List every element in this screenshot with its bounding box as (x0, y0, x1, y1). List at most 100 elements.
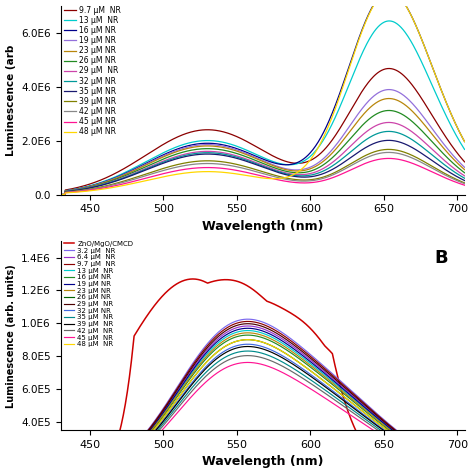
13 μM  NR (363, 406, 368, 412)
Line: 32 μM NR: 32 μM NR (61, 344, 465, 474)
35 μM  NR (129, 453, 135, 458)
13 μM  NR (129, 448, 135, 454)
32 μM NR (245, 341, 250, 347)
23 μM NR (245, 330, 250, 336)
32 μM NR (129, 451, 135, 457)
26 μM NR (328, 383, 334, 389)
Line: 13 μM  NR: 13 μM NR (61, 330, 465, 474)
ZnO/MgO/CMCD (328, 349, 334, 355)
6.4 μM  NR (363, 404, 368, 410)
39 μM NR (58, 191, 64, 197)
39 μM  NR (129, 452, 135, 457)
48 μM NR (328, 118, 333, 124)
23 μM NR (328, 379, 334, 384)
39 μM NR (296, 177, 301, 182)
45 μM NR (362, 161, 368, 166)
23 μM NR (462, 470, 467, 474)
32 μM NR (328, 164, 333, 170)
Line: 23 μM NR: 23 μM NR (61, 333, 465, 474)
19 μM NR (240, 326, 246, 331)
16 μM NR (129, 449, 135, 455)
39 μM  NR (363, 414, 368, 420)
Line: 39 μM NR: 39 μM NR (61, 149, 465, 194)
39 μM  NR (240, 344, 246, 349)
16 μM NR (328, 381, 334, 386)
42 μM  NR (245, 353, 250, 358)
Line: ZnO/MgO/CMCD: ZnO/MgO/CMCD (61, 279, 465, 474)
3.2 μM  NR (240, 317, 246, 322)
Line: 26 μM NR: 26 μM NR (61, 110, 465, 194)
45 μM NR (385, 155, 391, 161)
13 μM  NR (386, 18, 392, 24)
23 μM NR (296, 168, 301, 174)
19 μM NR (296, 167, 301, 173)
6.4 μM  NR (245, 323, 250, 329)
23 μM NR (363, 407, 368, 413)
3.2 μM  NR (363, 401, 368, 406)
Line: 13 μM  NR: 13 μM NR (61, 21, 465, 194)
45 μM NR (58, 191, 64, 197)
Legend: ZnO/MgO/CMCD, 3.2 μM  NR, 6.4 μM  NR, 9.7 μM  NR, 13 μM  NR, 16 μM NR, 19 μM NR,: ZnO/MgO/CMCD, 3.2 μM NR, 6.4 μM NR, 9.7 … (64, 241, 133, 347)
26 μM NR (162, 156, 167, 162)
Line: 42 μM  NR: 42 μM NR (61, 356, 465, 474)
13 μM  NR (462, 469, 467, 474)
ZnO/MgO/CMCD (296, 316, 302, 322)
48 μM  NR (328, 383, 334, 389)
16 μM NR (240, 148, 246, 154)
19 μM NR (162, 408, 167, 414)
35 μM NR (240, 157, 246, 163)
Line: 48 μM  NR: 48 μM NR (61, 340, 465, 474)
35 μM NR (162, 160, 167, 165)
26 μM NR (129, 170, 135, 176)
19 μM NR (245, 326, 250, 331)
ZnO/MgO/CMCD (162, 291, 167, 297)
29 μM  NR (328, 373, 334, 378)
Line: 35 μM  NR: 35 μM NR (61, 351, 465, 474)
39 μM  NR (328, 388, 334, 394)
13 μM  NR (328, 377, 334, 383)
3.2 μM  NR (328, 370, 334, 375)
29 μM  NR (245, 321, 250, 327)
13 μM  NR (245, 328, 250, 333)
13 μM  NR (296, 161, 301, 166)
23 μM NR (240, 330, 246, 336)
32 μM NR (462, 175, 467, 181)
32 μM NR (58, 191, 64, 197)
39 μM  NR (245, 344, 250, 349)
ZnO/MgO/CMCD (241, 281, 247, 287)
9.7 μM  NR (462, 159, 467, 164)
19 μM NR (462, 469, 467, 474)
13 μM  NR (462, 146, 467, 152)
29 μM  NR (296, 346, 302, 352)
Line: 16 μM NR: 16 μM NR (61, 335, 465, 474)
23 μM NR (296, 354, 302, 360)
42 μM NR (328, 173, 333, 179)
Line: 32 μM NR: 32 μM NR (61, 131, 465, 194)
32 μM NR (129, 172, 135, 178)
19 μM NR (462, 164, 467, 170)
Line: 3.2 μM  NR: 3.2 μM NR (61, 319, 465, 474)
Line: 26 μM NR: 26 μM NR (61, 340, 465, 474)
9.7 μM  NR (245, 319, 250, 324)
23 μM NR (240, 151, 246, 156)
19 μM NR (328, 149, 333, 155)
42 μM NR (162, 167, 167, 173)
ZnO/MgO/CMCD (363, 445, 368, 451)
6.4 μM  NR (162, 407, 167, 413)
42 μM  NR (363, 419, 368, 424)
16 μM NR (245, 332, 250, 338)
9.7 μM  NR (58, 191, 64, 197)
9.7 μM  NR (362, 84, 368, 90)
19 μM NR (328, 376, 334, 382)
35 μM NR (296, 174, 301, 180)
32 μM NR (162, 416, 167, 422)
45 μM  NR (162, 425, 167, 430)
13 μM  NR (328, 125, 333, 130)
29 μM  NR (328, 161, 333, 167)
42 μM NR (129, 177, 135, 182)
48 μM NR (58, 191, 64, 197)
35 μM  NR (296, 369, 302, 375)
Line: 39 μM  NR: 39 μM NR (61, 346, 465, 474)
9.7 μM  NR (162, 405, 167, 410)
42 μM  NR (296, 373, 302, 379)
